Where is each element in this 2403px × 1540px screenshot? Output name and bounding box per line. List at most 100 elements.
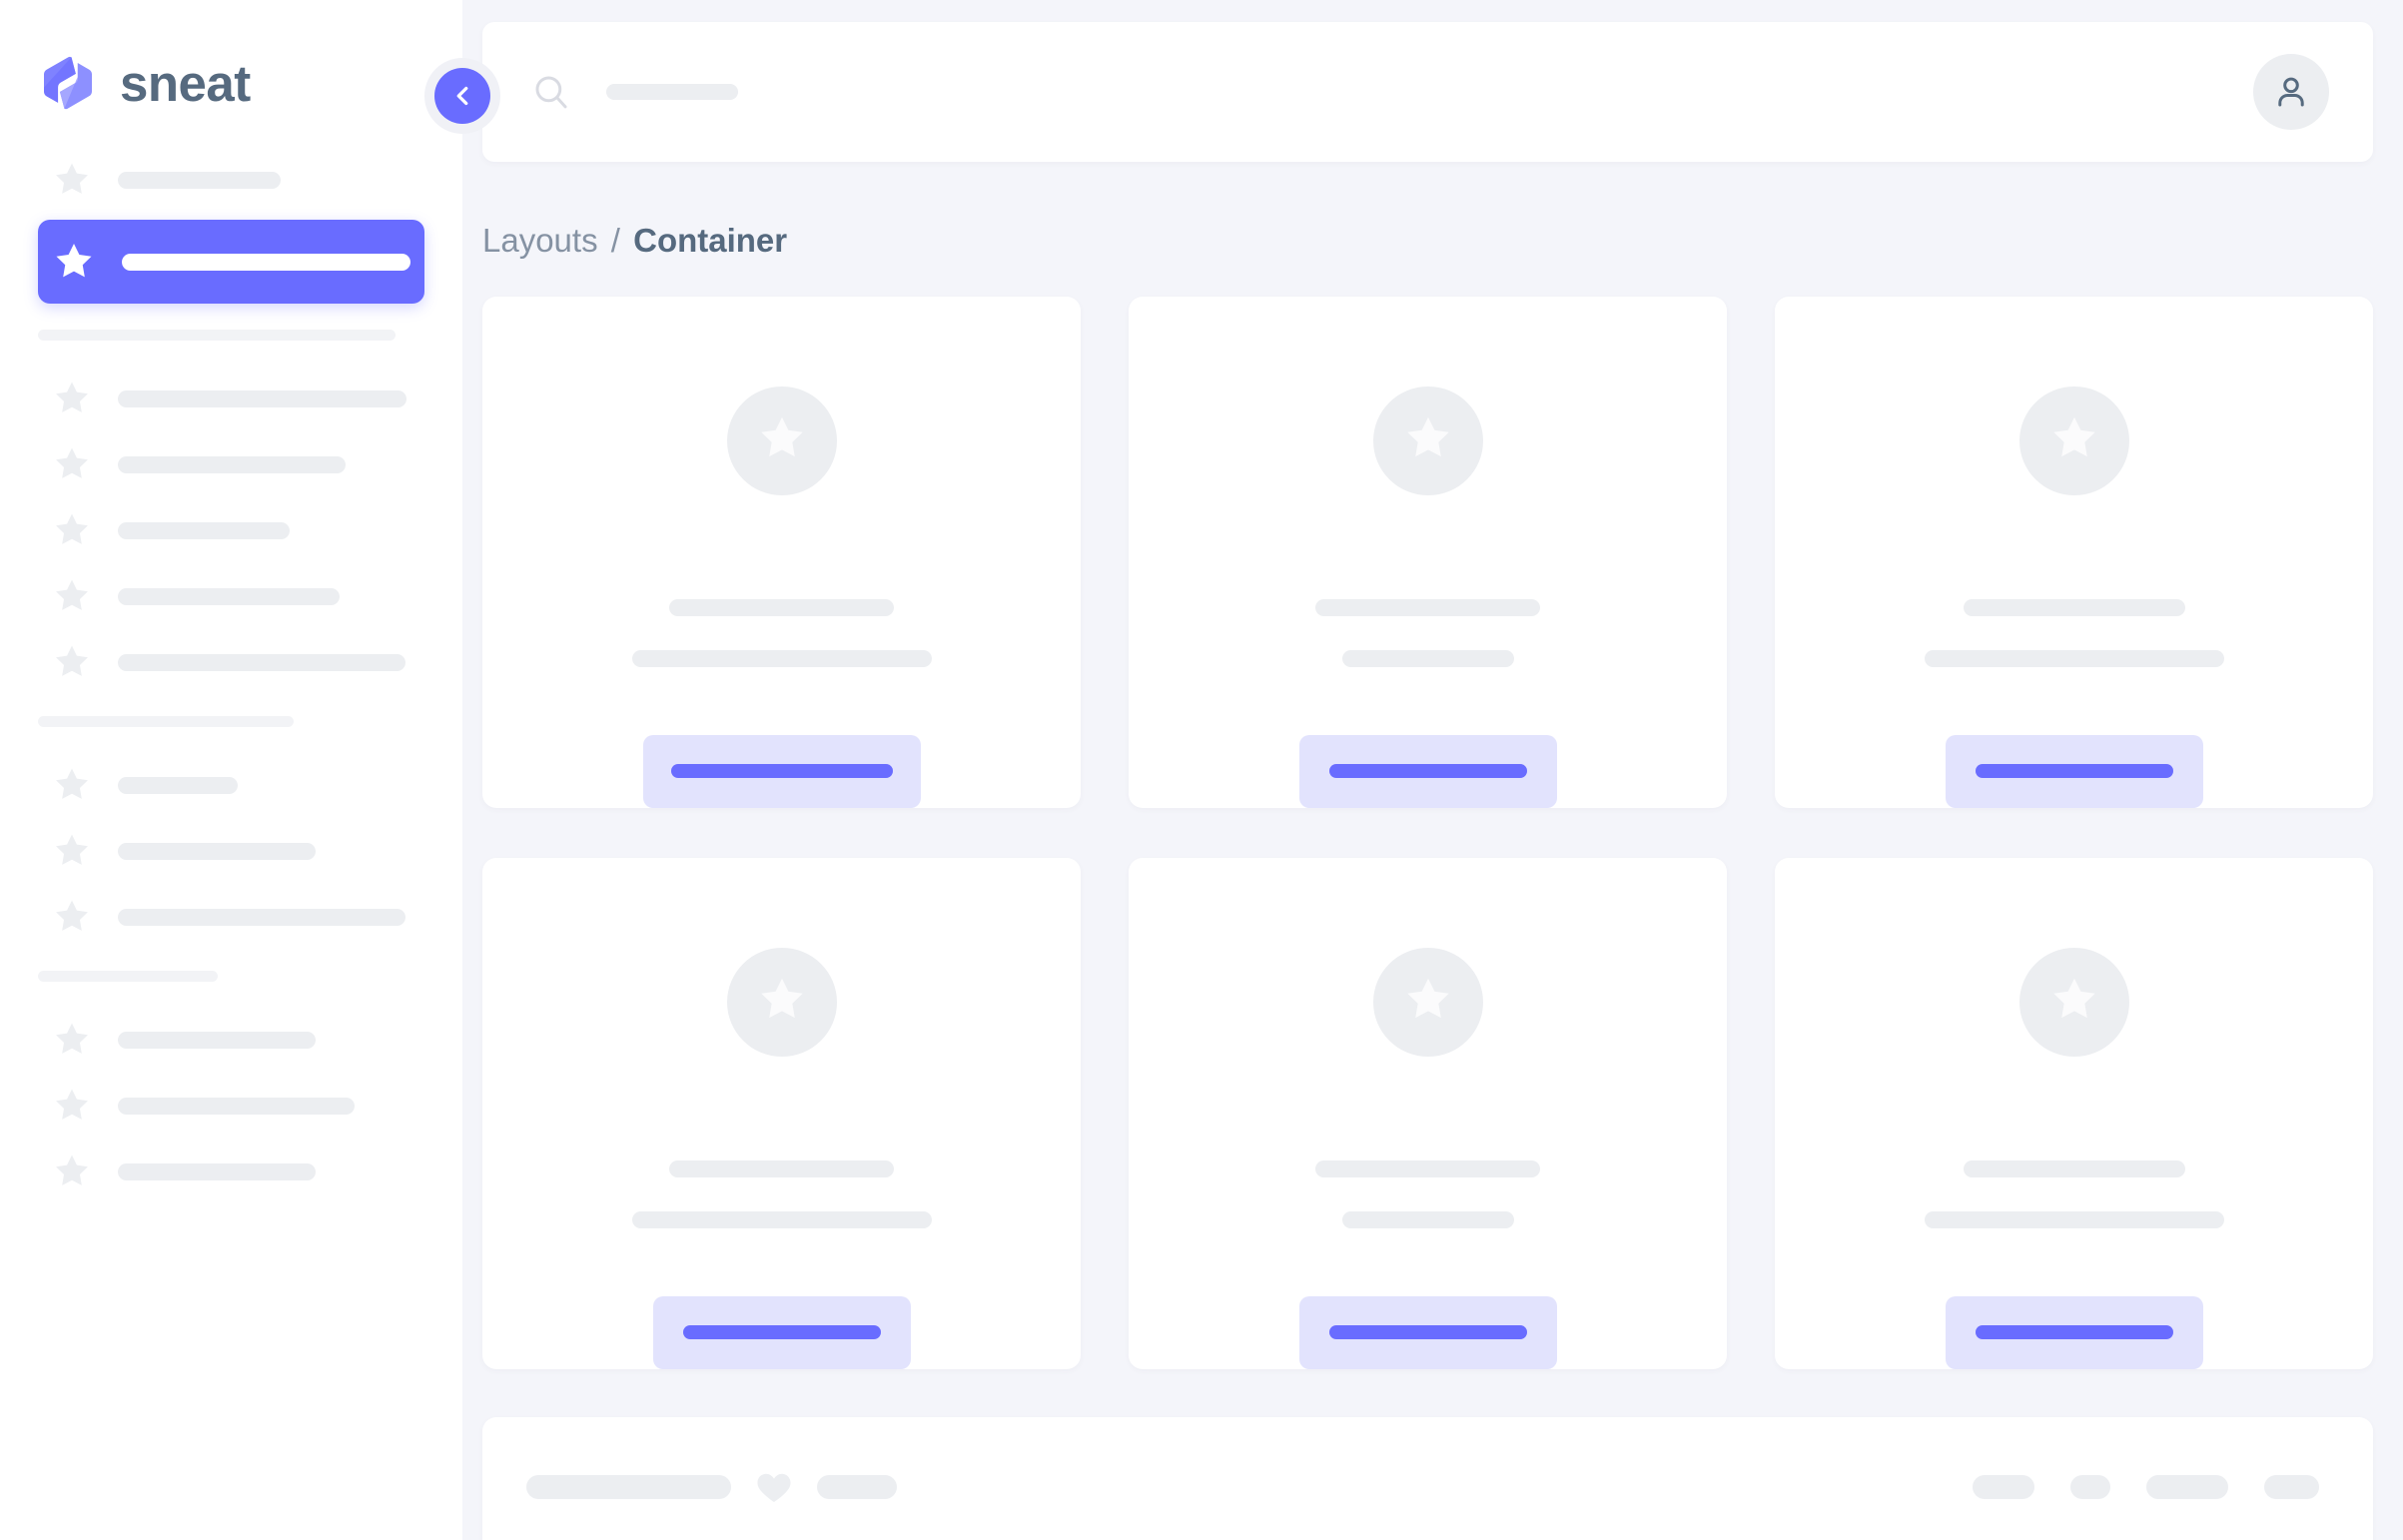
search-icon[interactable] bbox=[530, 71, 572, 113]
star-icon bbox=[52, 510, 92, 550]
star-icon bbox=[756, 412, 808, 469]
star-icon bbox=[52, 642, 92, 682]
card-text-placeholder bbox=[1341, 649, 1514, 667]
search-input[interactable] bbox=[606, 84, 738, 100]
sidebar-item-label bbox=[122, 253, 410, 271]
star-icon bbox=[52, 576, 92, 616]
card-action-button[interactable] bbox=[1298, 1295, 1557, 1369]
card-action-button[interactable] bbox=[652, 1295, 911, 1369]
star-icon bbox=[52, 1020, 92, 1060]
content-card bbox=[1775, 297, 2373, 808]
card-action-button-label bbox=[1975, 1325, 2173, 1340]
sidebar-item-label bbox=[118, 776, 238, 794]
sidebar-item-label bbox=[118, 1097, 355, 1115]
chevron-left-icon bbox=[434, 68, 490, 124]
sidebar-item[interactable] bbox=[38, 634, 424, 690]
heart-icon[interactable] bbox=[753, 1467, 795, 1507]
sidebar-item-label bbox=[118, 842, 316, 860]
content-card bbox=[1775, 858, 2373, 1369]
star-icon bbox=[52, 379, 92, 418]
star-icon bbox=[52, 1152, 92, 1191]
sidebar-item[interactable] bbox=[38, 152, 424, 208]
breadcrumb-separator: / bbox=[610, 222, 620, 259]
star-icon bbox=[52, 240, 96, 284]
sidebar-item[interactable] bbox=[38, 823, 424, 879]
card-avatar bbox=[1372, 948, 1483, 1057]
content-card bbox=[482, 858, 1081, 1369]
card-avatar bbox=[726, 386, 837, 495]
sidebar-item[interactable] bbox=[38, 436, 424, 492]
sidebar-item[interactable] bbox=[38, 1078, 424, 1134]
footer-left-group bbox=[526, 1467, 897, 1507]
card-action-button-label bbox=[670, 764, 893, 779]
sidebar-item[interactable] bbox=[38, 371, 424, 426]
sidebar-item[interactable] bbox=[38, 757, 424, 813]
star-icon bbox=[2048, 412, 2100, 469]
sidebar-item-active[interactable] bbox=[38, 220, 424, 304]
sidebar: sneat bbox=[0, 0, 500, 1540]
sidebar-item[interactable] bbox=[38, 502, 424, 558]
card-avatar bbox=[2018, 948, 2129, 1057]
card-action-button[interactable] bbox=[1945, 734, 2203, 808]
footer-bar-left-1 bbox=[526, 1475, 731, 1499]
sidebar-item[interactable] bbox=[38, 1144, 424, 1199]
footer-link-placeholder[interactable] bbox=[2146, 1475, 2228, 1499]
star-icon bbox=[1402, 412, 1454, 469]
star-icon bbox=[52, 444, 92, 484]
sidebar-item-label bbox=[118, 587, 340, 605]
footer-card bbox=[482, 1417, 2373, 1540]
sidebar-item[interactable] bbox=[38, 1012, 424, 1068]
card-text-placeholder bbox=[631, 1210, 932, 1228]
sidebar-divider bbox=[38, 716, 294, 727]
breadcrumb-current: Container bbox=[633, 222, 788, 259]
card-avatar bbox=[726, 948, 837, 1057]
sidebar-divider bbox=[38, 971, 218, 982]
star-icon bbox=[1402, 974, 1454, 1031]
card-title-placeholder bbox=[669, 1159, 894, 1177]
sidebar-item-label bbox=[118, 171, 281, 189]
sidebar-item-label bbox=[118, 1162, 316, 1180]
breadcrumb-parent[interactable]: Layouts bbox=[482, 222, 598, 259]
brand[interactable]: sneat bbox=[0, 0, 462, 126]
content-card bbox=[482, 297, 1081, 808]
card-action-button-label bbox=[1328, 764, 1527, 779]
star-icon bbox=[52, 831, 92, 871]
sidebar-collapse-toggle[interactable] bbox=[424, 58, 500, 134]
star-icon bbox=[756, 974, 808, 1031]
card-text-placeholder bbox=[1924, 649, 2224, 667]
card-text-placeholder bbox=[1341, 1210, 1514, 1228]
card-action-button-label bbox=[682, 1325, 881, 1340]
sneat-logo-icon bbox=[38, 52, 98, 114]
star-icon bbox=[52, 160, 92, 200]
content-card bbox=[1129, 858, 1727, 1369]
card-action-button[interactable] bbox=[1298, 734, 1557, 808]
sidebar-item-label bbox=[118, 1031, 316, 1049]
sidebar-item[interactable] bbox=[38, 889, 424, 945]
content-area: Layouts / Container bbox=[462, 0, 2403, 1540]
card-action-button[interactable] bbox=[642, 734, 921, 808]
star-icon bbox=[52, 765, 92, 805]
footer-link-placeholder[interactable] bbox=[2264, 1475, 2319, 1499]
footer-link-placeholder[interactable] bbox=[1973, 1475, 2034, 1499]
brand-name: sneat bbox=[120, 54, 251, 112]
user-avatar-icon bbox=[2270, 71, 2312, 113]
sidebar-item[interactable] bbox=[38, 568, 424, 624]
card-grid bbox=[482, 297, 2373, 1369]
star-icon bbox=[2048, 974, 2100, 1031]
navbar-search-group[interactable] bbox=[530, 71, 738, 113]
sidebar-item-label bbox=[118, 653, 405, 671]
card-action-button-label bbox=[1975, 764, 2173, 779]
sidebar-item-label bbox=[118, 908, 405, 926]
card-action-button[interactable] bbox=[1945, 1295, 2203, 1369]
card-action-button-label bbox=[1328, 1325, 1527, 1340]
sidebar-item-label bbox=[118, 521, 290, 539]
content-card bbox=[1129, 297, 1727, 808]
footer-bar-left-2 bbox=[817, 1475, 897, 1499]
sidebar-item-label bbox=[118, 455, 346, 473]
footer-link-placeholder[interactable] bbox=[2070, 1475, 2110, 1499]
star-icon bbox=[52, 1086, 92, 1126]
card-title-placeholder bbox=[1315, 1159, 1540, 1177]
card-avatar bbox=[1372, 386, 1483, 495]
avatar[interactable] bbox=[2253, 54, 2329, 130]
